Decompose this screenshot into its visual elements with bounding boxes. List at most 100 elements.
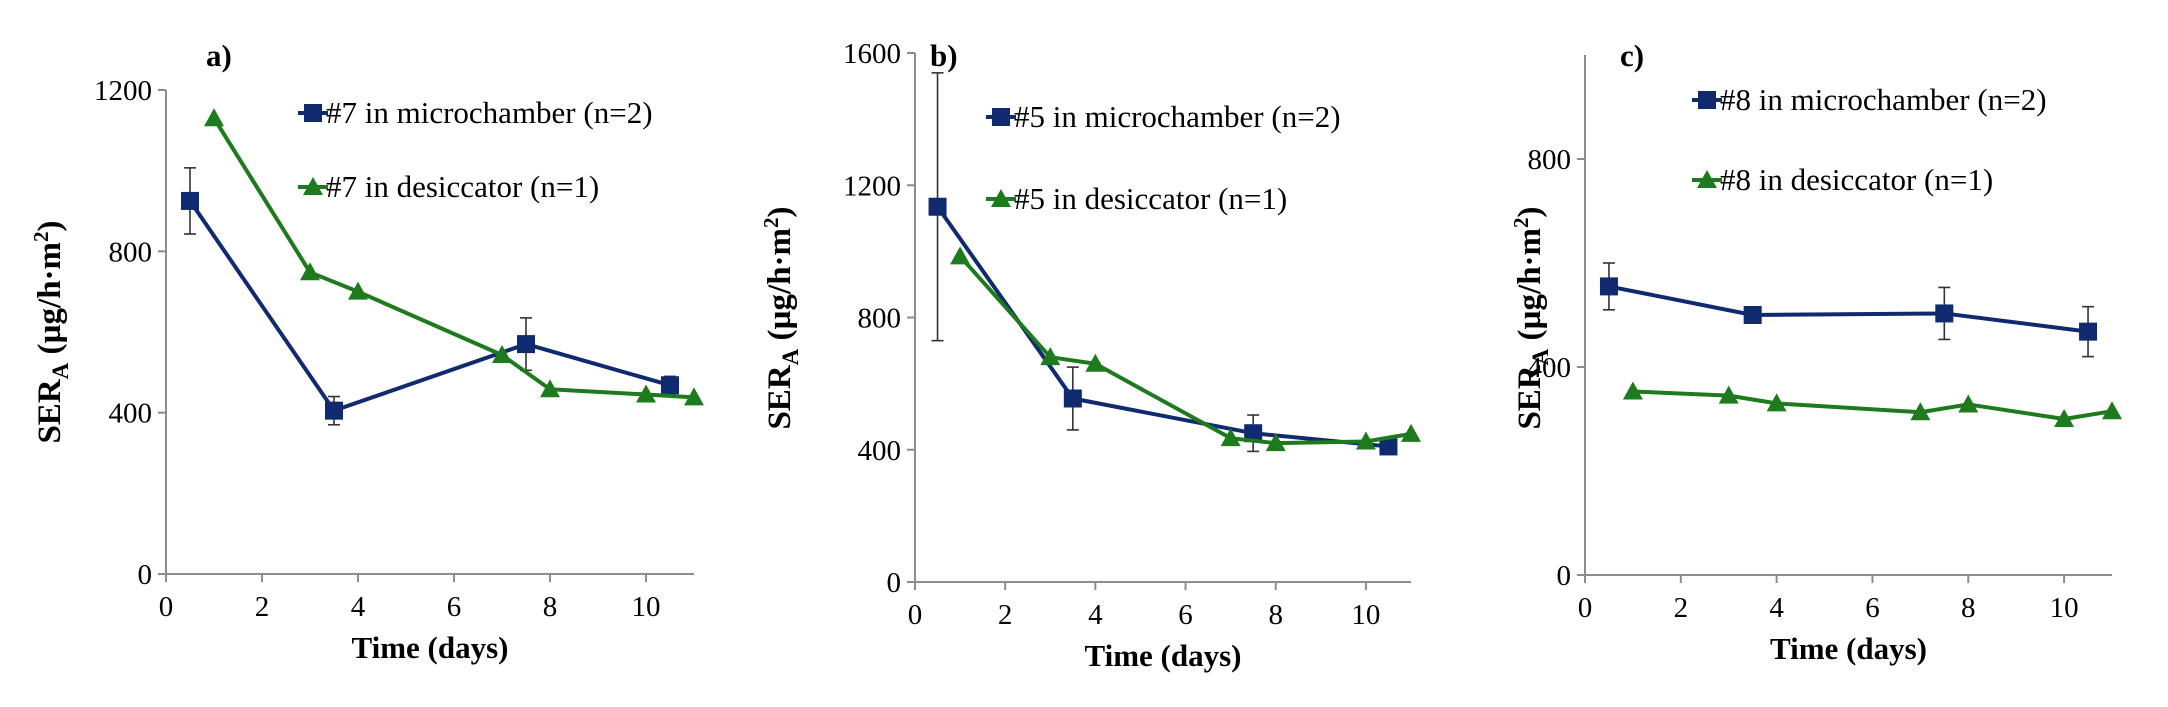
- y-tick-label: 1200: [94, 75, 152, 107]
- series-line: [188, 199, 671, 413]
- data-point-square: [1063, 389, 1082, 408]
- series-microchamber: [928, 72, 1398, 456]
- data-point-square: [661, 376, 679, 395]
- data-point-square: [517, 335, 535, 354]
- data-point-triangle: [348, 281, 368, 300]
- data-point-triangle: [684, 387, 704, 406]
- data-point-square: [1743, 306, 1762, 324]
- data-point-square: [928, 197, 947, 216]
- x-axis-label: Time (days): [351, 630, 508, 665]
- panel-label: c): [1620, 38, 1644, 73]
- data-point-triangle: [636, 384, 656, 403]
- y-tick-label: 800: [858, 303, 902, 335]
- series-line: [958, 255, 1412, 446]
- legend-entry: #5 in desiccator (n=1): [986, 181, 1287, 216]
- legend-label: #5 in desiccator (n=1): [1014, 181, 1287, 216]
- data-point-triangle: [2102, 401, 2122, 420]
- y-axis-label: SERA (µg/h·m2): [1509, 206, 1553, 429]
- legend-entry: #8 in microchamber (n=2): [1692, 82, 2047, 117]
- x-tick-label: 0: [1578, 592, 1593, 624]
- series-line: [1632, 389, 2113, 421]
- y-axis-label: SERA (µg/h·m2): [29, 220, 73, 443]
- x-tick-label: 4: [351, 591, 366, 623]
- data-point-triangle: [2054, 409, 2075, 427]
- data-point-triangle: [204, 108, 224, 127]
- legend-label: #8 in microchamber (n=2): [1720, 82, 2047, 117]
- series-desiccator: [204, 108, 704, 406]
- y-tick-label: 0: [1557, 560, 1572, 592]
- series-line: [1608, 284, 2089, 334]
- chart-panel-1: 0 400 800 1200 0 2 4 6 8 10 Time (days) SERA (µg/h·…: [29, 38, 704, 665]
- x-tick-label: 6: [1178, 599, 1193, 631]
- legend-entry: #5 in microchamber (n=2): [986, 99, 1341, 134]
- chart-panel-3: 0 400 800 0 2 4 6 8 10 Time (days) SERA (µg/h·m2) c…: [1509, 38, 2122, 666]
- series-line: [212, 117, 695, 400]
- data-point-triangle: [1766, 393, 1787, 412]
- series-desiccator: [1622, 381, 2122, 427]
- legend-label: #5 in microchamber (n=2): [1014, 99, 1341, 134]
- legend-entry: #7 in desiccator (n=1): [298, 169, 599, 204]
- y-tick-label: 800: [1528, 144, 1572, 176]
- data-point-triangle: [1958, 394, 1979, 413]
- data-point-square: [2079, 322, 2098, 341]
- legend-entry: #8 in desiccator (n=1): [1692, 162, 1993, 197]
- panel-label: a): [206, 38, 232, 73]
- data-point-square: [1244, 424, 1263, 443]
- x-axis-label: Time (days): [1084, 638, 1241, 673]
- series-microchamber: [1599, 262, 2098, 358]
- y-tick-label: 400: [858, 435, 902, 467]
- x-tick-label: 8: [1268, 599, 1283, 631]
- x-tick-label: 6: [1865, 592, 1880, 624]
- series-line: [935, 205, 1389, 449]
- data-point-triangle: [1220, 428, 1241, 447]
- x-tick-label: 2: [998, 599, 1013, 631]
- x-tick-label: 10: [632, 591, 661, 623]
- legend-marker-triangle: [303, 177, 323, 195]
- x-tick-label: 4: [1769, 592, 1784, 624]
- data-point-square: [325, 401, 343, 420]
- x-tick-label: 2: [255, 591, 270, 623]
- x-tick-label: 0: [908, 599, 923, 631]
- legend-marker-square: [1698, 91, 1716, 109]
- series-desiccator: [950, 246, 1421, 452]
- legend-marker-triangle: [1697, 170, 1717, 188]
- data-point-triangle: [1401, 423, 1421, 442]
- x-tick-label: 2: [1674, 592, 1689, 624]
- chart-panel-2: 0 400 800 1200 1600 0 2 4 6 8 10 Time (days) SERA (µ…: [759, 38, 1421, 673]
- data-point-triangle: [1718, 385, 1739, 404]
- y-tick-label: 400: [109, 398, 153, 430]
- x-tick-label: 0: [159, 591, 174, 623]
- y-tick-label: 0: [887, 567, 902, 599]
- data-point-triangle: [1040, 347, 1061, 366]
- panel-label: b): [930, 38, 958, 73]
- legend-marker-triangle: [991, 189, 1011, 207]
- y-axis-label: SERA (µg/h·m2): [759, 206, 803, 429]
- data-point-square: [1379, 437, 1398, 456]
- x-tick-label: 6: [447, 591, 462, 623]
- legend-marker-square: [992, 108, 1010, 126]
- x-tick-label: 10: [2050, 592, 2079, 624]
- data-point-triangle: [540, 379, 560, 398]
- data-point-square: [181, 191, 199, 210]
- data-point-triangle: [492, 344, 512, 363]
- data-point-triangle: [1355, 431, 1376, 450]
- legend-label: #7 in microchamber (n=2): [326, 95, 653, 130]
- data-point-square: [1599, 277, 1618, 296]
- x-axis-label: Time (days): [1770, 631, 1927, 666]
- legend-label: #7 in desiccator (n=1): [326, 169, 599, 204]
- data-point-triangle: [300, 262, 320, 281]
- x-tick-label: 10: [1351, 599, 1380, 631]
- legend-label: #8 in desiccator (n=1): [1720, 162, 1993, 197]
- x-tick-label: 4: [1088, 599, 1103, 631]
- data-point-triangle: [1622, 381, 1643, 400]
- data-point-square: [1935, 304, 1954, 323]
- y-tick-label: 0: [138, 559, 153, 591]
- x-tick-label: 8: [543, 591, 558, 623]
- y-tick-label: 800: [109, 236, 153, 268]
- data-point-triangle: [950, 246, 971, 265]
- data-point-triangle: [1910, 402, 1931, 421]
- x-tick-label: 8: [1961, 592, 1976, 624]
- y-tick-label: 400: [1528, 352, 1572, 384]
- legend-marker-square: [304, 104, 322, 122]
